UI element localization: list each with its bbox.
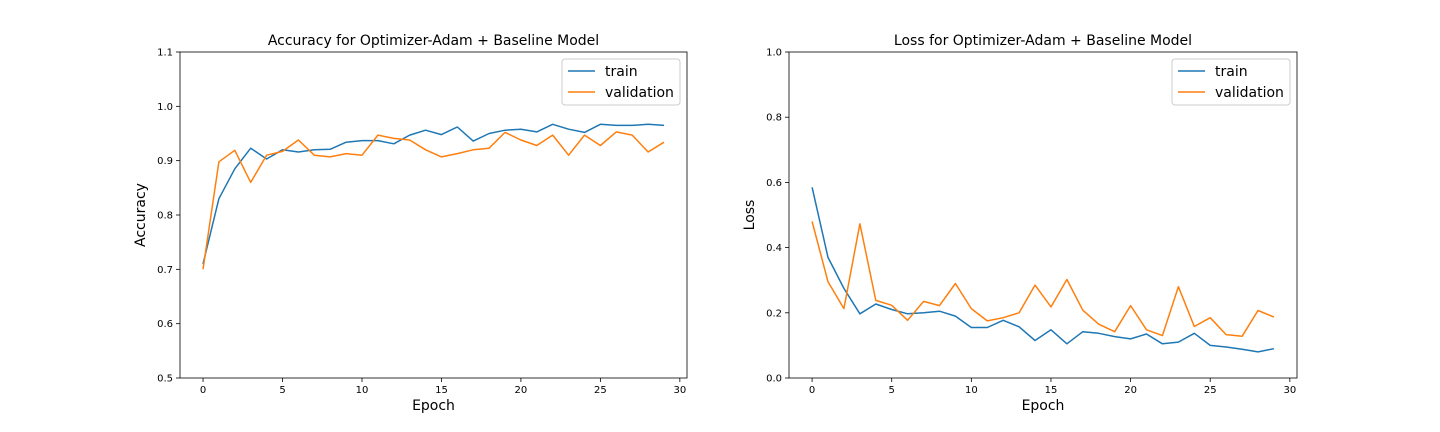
y-tick-label: 0.0	[766, 374, 782, 385]
x-tick-label: 20	[515, 385, 528, 396]
chart-title: Loss for Optimizer-Adam + Baseline Model	[894, 33, 1192, 49]
y-tick-label: 0.8	[157, 211, 173, 222]
x-tick-label: 25	[1204, 385, 1217, 396]
x-tick-label: 30	[1283, 385, 1296, 396]
x-tick-label: 15	[1045, 385, 1058, 396]
x-axis-label: Epoch	[1022, 398, 1065, 414]
x-axis-label: Epoch	[412, 398, 455, 414]
plot-area-frame	[788, 51, 1298, 379]
y-axis-label: Loss	[742, 200, 758, 231]
chart-2: Loss for Optimizer-Adam + Baseline Model…	[742, 33, 1298, 414]
charts: Accuracy for Optimizer-Adam + Baseline M…	[133, 33, 1298, 414]
x-tick-label: 10	[356, 385, 369, 396]
legend-label-train: train	[1215, 64, 1248, 80]
y-tick-label: 1.1	[157, 48, 173, 59]
y-tick-label: 0.7	[157, 265, 173, 276]
x-tick-label: 25	[594, 385, 607, 396]
y-tick-label: 0.9	[157, 156, 173, 167]
x-tick-label: 30	[673, 385, 686, 396]
x-tick-label: 20	[1124, 385, 1137, 396]
y-tick-label: 0.6	[157, 319, 173, 330]
series-line-validation	[811, 221, 1275, 338]
x-tick-label: 5	[889, 385, 895, 396]
legend-label-validation: validation	[605, 85, 674, 101]
x-tick-label: 0	[809, 385, 815, 396]
y-tick-label: 0.2	[766, 308, 782, 319]
x-tick-label: 0	[200, 385, 206, 396]
legend: train validation	[1171, 58, 1291, 106]
y-axis-label: Accuracy	[133, 183, 149, 247]
y-tick-label: 0.5	[157, 374, 173, 385]
x-tick-label: 5	[279, 385, 285, 396]
legend-label-validation: validation	[1215, 85, 1284, 101]
x-tick-label: 10	[965, 385, 978, 396]
chart-title: Accuracy for Optimizer-Adam + Baseline M…	[268, 33, 599, 49]
legend: train validation	[561, 58, 681, 106]
y-tick-label: 0.8	[766, 113, 782, 124]
chart-1: Accuracy for Optimizer-Adam + Baseline M…	[133, 33, 688, 414]
series-line-validation	[202, 131, 665, 270]
y-tick-label: 0.4	[766, 243, 782, 254]
series-line-train	[811, 187, 1275, 353]
y-tick-label: 1.0	[766, 48, 782, 59]
legend-label-train: train	[605, 64, 638, 80]
plot-area-frame	[179, 51, 688, 379]
y-tick-label: 0.6	[766, 178, 782, 189]
x-tick-label: 15	[435, 385, 448, 396]
y-tick-label: 1.0	[157, 102, 173, 113]
